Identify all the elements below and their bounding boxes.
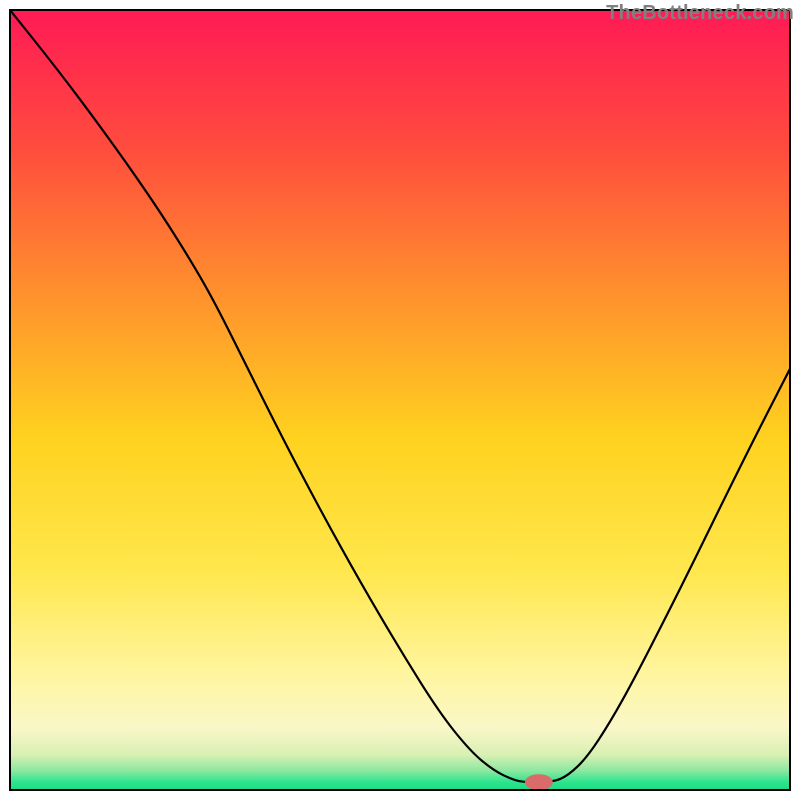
- watermark-text: TheBottleneck.com: [606, 2, 794, 25]
- bottleneck-chart: [0, 0, 800, 800]
- optimal-marker: [525, 774, 553, 790]
- chart-container: TheBottleneck.com: [0, 0, 800, 800]
- gradient-background: [10, 10, 790, 790]
